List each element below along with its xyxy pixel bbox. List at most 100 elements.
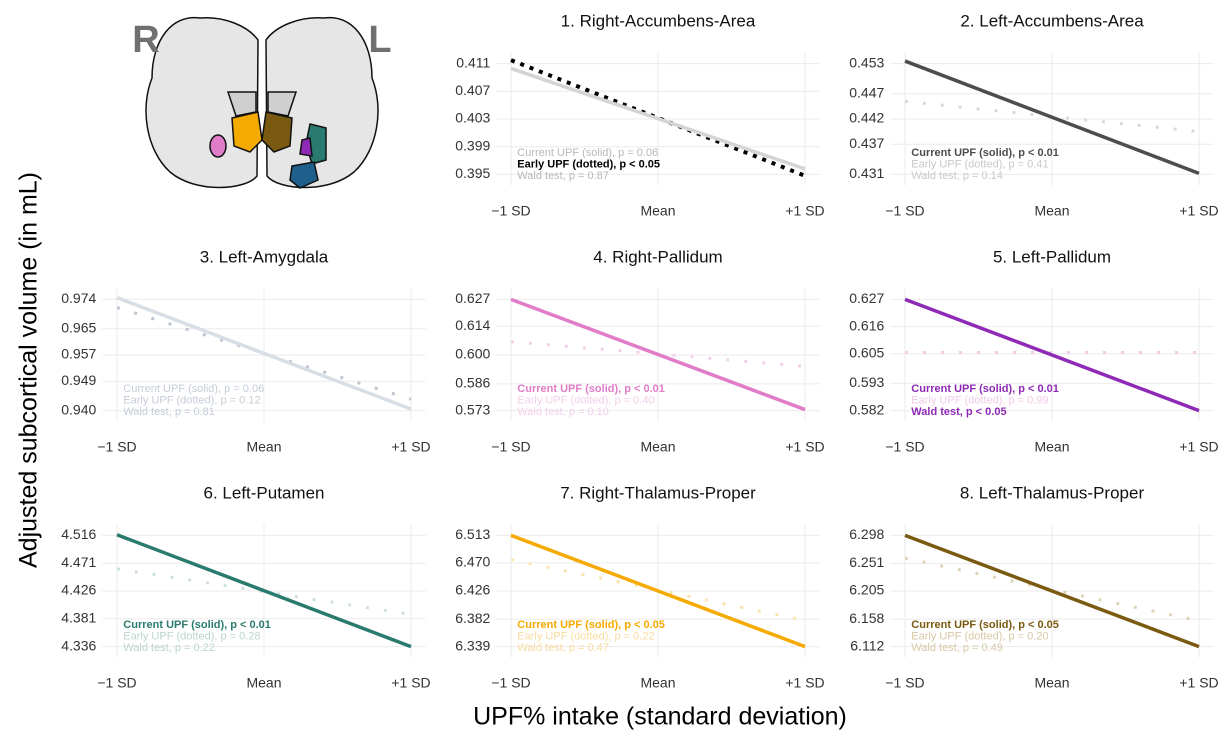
y-tick-label: 0.395 xyxy=(455,165,490,181)
y-tick-label: 6.426 xyxy=(455,582,490,598)
x-tick-label: −1 SD xyxy=(491,439,530,455)
annotation: Current UPF (solid), p < 0.01 xyxy=(911,147,1059,159)
y-tick-label: 6.382 xyxy=(455,610,490,626)
y-tick-label: 0.411 xyxy=(456,54,490,70)
y-tick-label: 6.298 xyxy=(849,526,884,542)
x-tick-label: −1 SD xyxy=(97,675,136,691)
x-tick-label: +1 SD xyxy=(785,203,824,219)
x-tick-label: Mean xyxy=(640,675,675,691)
annotation: Wald test, p = 0.22 xyxy=(123,642,215,654)
y-tick-label: 6.158 xyxy=(849,610,884,626)
annotation: Wald test, p = 0.87 xyxy=(517,170,609,182)
y-tick-label: 0.582 xyxy=(849,401,884,417)
right-pallidum-region xyxy=(210,135,226,157)
y-tick-label: 6.251 xyxy=(849,554,884,570)
y-tick-label: 4.471 xyxy=(61,554,96,570)
y-tick-label: 0.437 xyxy=(849,135,884,151)
y-tick-label: 4.516 xyxy=(61,526,96,542)
annotation: Early UPF (dotted), p = 0.20 xyxy=(911,630,1048,642)
y-tick-label: 0.407 xyxy=(455,82,490,98)
y-tick-label: 6.205 xyxy=(849,582,884,598)
y-tick-label: 0.431 xyxy=(849,165,884,181)
annotation: Wald test, p = 0.47 xyxy=(517,642,609,654)
y-tick-label: 0.593 xyxy=(849,374,884,390)
x-tick-label: +1 SD xyxy=(785,675,824,691)
annotation: Current UPF (solid), p < 0.01 xyxy=(517,383,665,395)
x-tick-label: Mean xyxy=(1034,203,1069,219)
x-tick-label: −1 SD xyxy=(885,675,924,691)
x-tick-label: Mean xyxy=(1034,675,1069,691)
y-tick-label: 0.627 xyxy=(849,290,884,306)
y-tick-label: 0.403 xyxy=(455,110,490,126)
left-pallidum-region xyxy=(300,138,312,156)
x-tick-label: Mean xyxy=(246,439,281,455)
annotation: Current UPF (solid), p < 0.01 xyxy=(123,619,271,631)
y-tick-label: 0.399 xyxy=(455,137,490,153)
y-tick-label: 0.940 xyxy=(61,401,96,417)
y-tick-label: 6.339 xyxy=(455,637,490,653)
x-tick-label: +1 SD xyxy=(391,439,430,455)
annotation: Wald test, p = 0.10 xyxy=(517,406,609,418)
annotation: Current UPF (solid), p = 0.06 xyxy=(123,383,264,395)
x-axis-label: UPF% intake (standard deviation) xyxy=(473,703,847,731)
panel-title: 4. Right-Pallidum xyxy=(593,247,722,266)
annotation: Wald test, p = 0.14 xyxy=(911,170,1003,182)
annotation: Early UPF (dotted), p = 0.41 xyxy=(911,158,1048,170)
y-tick-label: 0.614 xyxy=(455,317,490,333)
panel-title: 6. Left-Putamen xyxy=(204,483,325,502)
annotation: Wald test, p < 0.05 xyxy=(911,406,1006,418)
x-tick-label: Mean xyxy=(640,203,675,219)
y-tick-label: 0.586 xyxy=(455,375,490,391)
panel-title: 8. Left-Thalamus-Proper xyxy=(960,483,1145,502)
x-tick-label: Mean xyxy=(246,675,281,691)
annotation: Current UPF (solid), p < 0.05 xyxy=(517,619,665,631)
y-tick-label: 0.453 xyxy=(849,54,884,70)
panel-title: 7. Right-Thalamus-Proper xyxy=(560,483,756,502)
x-tick-label: +1 SD xyxy=(785,439,824,455)
brain-diagram: R L xyxy=(132,18,391,188)
x-tick-label: −1 SD xyxy=(491,203,530,219)
x-tick-label: +1 SD xyxy=(1179,675,1218,691)
x-tick-label: Mean xyxy=(1034,439,1069,455)
x-tick-label: +1 SD xyxy=(1179,203,1218,219)
figure: R L Adjusted subcortical volume (in mL) … xyxy=(0,0,1231,737)
y-tick-label: 0.573 xyxy=(455,401,490,417)
y-tick-label: 0.616 xyxy=(849,317,884,333)
x-tick-label: −1 SD xyxy=(885,203,924,219)
page: R L Adjusted subcortical volume (in mL) … xyxy=(0,0,1231,737)
y-tick-label: 0.957 xyxy=(61,346,96,362)
panel-title: 3. Left-Amygdala xyxy=(200,247,329,266)
y-tick-label: 4.426 xyxy=(61,582,96,598)
annotation: Early UPF (dotted), p = 0.12 xyxy=(123,394,260,406)
annotation: Early UPF (dotted), p = 0.99 xyxy=(911,394,1048,406)
annotation: Early UPF (dotted), p = 0.22 xyxy=(517,630,654,642)
x-tick-label: +1 SD xyxy=(1179,439,1218,455)
brain-right-label: R xyxy=(132,19,159,61)
y-tick-label: 6.513 xyxy=(455,526,490,542)
brain-left-label: L xyxy=(368,19,391,61)
y-tick-label: 0.600 xyxy=(455,346,490,362)
annotation: Early UPF (dotted), p = 0.40 xyxy=(517,394,654,406)
annotation: Early UPF (dotted), p = 0.28 xyxy=(123,630,260,642)
y-tick-label: 0.447 xyxy=(849,85,884,101)
annotation: Early UPF (dotted), p < 0.05 xyxy=(517,158,660,170)
annotation: Current UPF (solid), p < 0.05 xyxy=(911,619,1059,631)
y-tick-label: 6.112 xyxy=(850,637,884,653)
annotation: Wald test, p = 0.81 xyxy=(123,406,215,418)
y-tick-label: 0.605 xyxy=(849,344,884,360)
x-tick-label: −1 SD xyxy=(491,675,530,691)
x-tick-label: −1 SD xyxy=(885,439,924,455)
panel-title: 5. Left-Pallidum xyxy=(993,247,1111,266)
panel-title: 2. Left-Accumbens-Area xyxy=(960,11,1144,30)
y-tick-label: 0.627 xyxy=(455,290,490,306)
annotation: Current UPF (solid), p < 0.01 xyxy=(911,383,1059,395)
annotation: Current UPF (solid), p = 0.06 xyxy=(517,147,658,159)
y-axis-label: Adjusted subcortical volume (in mL) xyxy=(15,172,43,568)
x-tick-label: +1 SD xyxy=(391,675,430,691)
y-tick-label: 6.470 xyxy=(455,554,490,570)
x-tick-label: −1 SD xyxy=(97,439,136,455)
x-tick-label: Mean xyxy=(640,439,675,455)
y-tick-label: 4.336 xyxy=(61,637,96,653)
y-tick-label: 0.442 xyxy=(849,110,884,126)
y-tick-label: 0.965 xyxy=(61,319,96,335)
